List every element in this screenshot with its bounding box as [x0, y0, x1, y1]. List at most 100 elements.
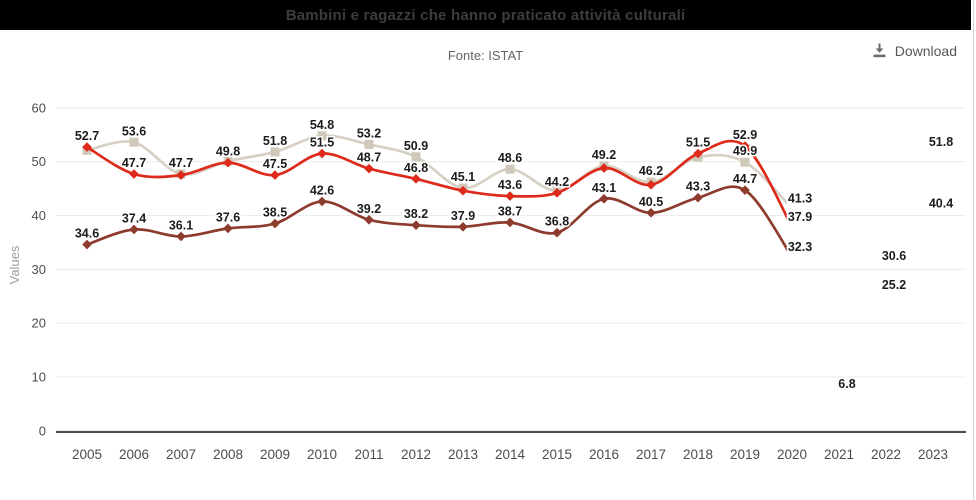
- data-value-label: 44.7: [733, 172, 757, 186]
- data-value-label: 43.1: [592, 181, 616, 195]
- data-point-marker: [317, 148, 327, 159]
- x-tick-label: 2015: [542, 447, 572, 462]
- data-value-label: 47.7: [169, 156, 193, 170]
- x-tick-label: 2009: [260, 447, 290, 462]
- data-value-label: 49.9: [733, 144, 757, 158]
- data-value-label: 51.8: [263, 134, 287, 148]
- data-point-marker: [364, 163, 374, 174]
- series-line: [85, 139, 787, 221]
- data-value-label: 30.6: [882, 249, 906, 263]
- y-tick-label: 60: [32, 100, 46, 115]
- data-point-marker: [317, 131, 327, 141]
- data-point-marker: [270, 218, 280, 229]
- data-value-label: 39.2: [357, 202, 381, 216]
- y-tick-label: 30: [32, 262, 46, 277]
- data-value-label: 37.4: [122, 211, 146, 225]
- x-tick-label: 2023: [918, 447, 948, 462]
- x-tick-label: 2021: [824, 447, 854, 462]
- data-value-label: 50.9: [404, 139, 428, 153]
- data-value-label: 47.5: [263, 157, 287, 171]
- data-value-label: 46.8: [404, 161, 428, 175]
- x-tick-label: 2013: [448, 447, 478, 462]
- x-tick-label: 2020: [777, 447, 807, 462]
- data-value-label: 54.8: [310, 118, 334, 132]
- x-tick-label: 2018: [683, 447, 713, 462]
- subheader: Fonte: ISTAT Download: [0, 30, 971, 80]
- data-value-label: 42.6: [310, 183, 334, 197]
- download-button[interactable]: Download: [871, 42, 957, 59]
- data-value-label: 44.2: [545, 175, 569, 189]
- data-value-label: 51.5: [310, 136, 334, 150]
- data-point-marker: [646, 207, 656, 218]
- data-value-label: 38.7: [498, 204, 522, 218]
- x-tick-label: 2005: [72, 447, 102, 462]
- y-tick-label: 0: [39, 423, 46, 438]
- data-point-marker: [270, 147, 280, 157]
- x-tick-label: 2014: [495, 447, 526, 462]
- x-tick-label: 2022: [871, 447, 901, 462]
- x-tick-label: 2016: [589, 447, 619, 462]
- data-point-marker: [411, 152, 421, 162]
- data-value-label: 53.2: [357, 126, 381, 140]
- data-value-label: 36.8: [545, 215, 569, 229]
- data-point-marker: [129, 224, 139, 235]
- download-icon: [871, 42, 888, 59]
- data-point-marker: [411, 174, 421, 184]
- download-label: Download: [894, 42, 957, 59]
- data-value-label: 36.1: [169, 218, 193, 232]
- title-bar: Bambini e ragazzi che hanno praticato at…: [0, 0, 971, 30]
- data-point-marker: [270, 170, 280, 180]
- data-value-label: 32.3: [788, 240, 812, 254]
- data-point-marker: [599, 193, 609, 204]
- data-value-label: 43.6: [498, 178, 522, 192]
- data-value-label: 37.6: [216, 210, 240, 224]
- line-chart: 0 10 20 30 40 50 60 2005 2006 2007 2008 2009 2010 201…: [0, 80, 976, 500]
- data-point-marker: [505, 191, 515, 201]
- x-tick-label: 2012: [401, 447, 431, 462]
- data-point-marker: [364, 214, 374, 225]
- data-value-label: 51.8: [929, 135, 953, 149]
- y-tick-label: 50: [32, 154, 46, 169]
- data-point-marker: [82, 142, 92, 152]
- data-value-label: 40.4: [929, 196, 953, 210]
- data-point-marker: [317, 196, 327, 207]
- data-point-marker: [458, 221, 468, 232]
- x-tick-label: 2019: [730, 447, 760, 462]
- data-value-label: 49.2: [592, 148, 616, 162]
- data-value-label: 40.5: [639, 195, 663, 209]
- data-point-marker: [364, 139, 374, 149]
- data-value-label: 53.6: [122, 124, 146, 138]
- data-point-marker: [129, 137, 139, 147]
- data-value-label: 43.3: [686, 180, 710, 194]
- data-value-label: 49.8: [216, 145, 240, 159]
- data-point-marker: [176, 170, 186, 180]
- data-value-label: 38.2: [404, 207, 428, 221]
- data-value-label: 37.9: [788, 210, 812, 224]
- y-tick-label: 40: [32, 208, 46, 223]
- data-value-label: 45.1: [451, 170, 475, 184]
- y-tick-label: 20: [32, 316, 46, 331]
- data-value-label: 52.7: [75, 129, 99, 143]
- data-point-marker: [82, 239, 92, 250]
- x-tick-label: 2008: [213, 447, 243, 462]
- y-tick-label: 10: [32, 369, 46, 384]
- y-axis-title: Values: [7, 245, 22, 284]
- data-value-label: 46.2: [639, 164, 663, 178]
- data-value-label: 37.9: [451, 209, 475, 223]
- x-tick-label: 2006: [119, 447, 149, 462]
- data-point-marker: [740, 157, 750, 167]
- chart-canvas: 0 10 20 30 40 50 60 2005 2006 2007 2008 2009 2010 201…: [7, 100, 966, 462]
- data-point-marker: [505, 164, 515, 174]
- data-value-label: 47.7: [122, 156, 146, 170]
- data-point-marker: [552, 227, 562, 238]
- page-title: Bambini e ragazzi che hanno praticato at…: [285, 6, 686, 24]
- data-point-marker: [411, 220, 421, 230]
- data-value-label: 6.8: [838, 377, 855, 391]
- data-point-marker: [129, 169, 139, 179]
- series-line: [85, 185, 787, 252]
- data-value-label: 41.3: [788, 191, 812, 205]
- x-tick-label: 2010: [307, 447, 337, 462]
- data-point-marker: [505, 217, 515, 228]
- x-tick-label: 2017: [636, 447, 666, 462]
